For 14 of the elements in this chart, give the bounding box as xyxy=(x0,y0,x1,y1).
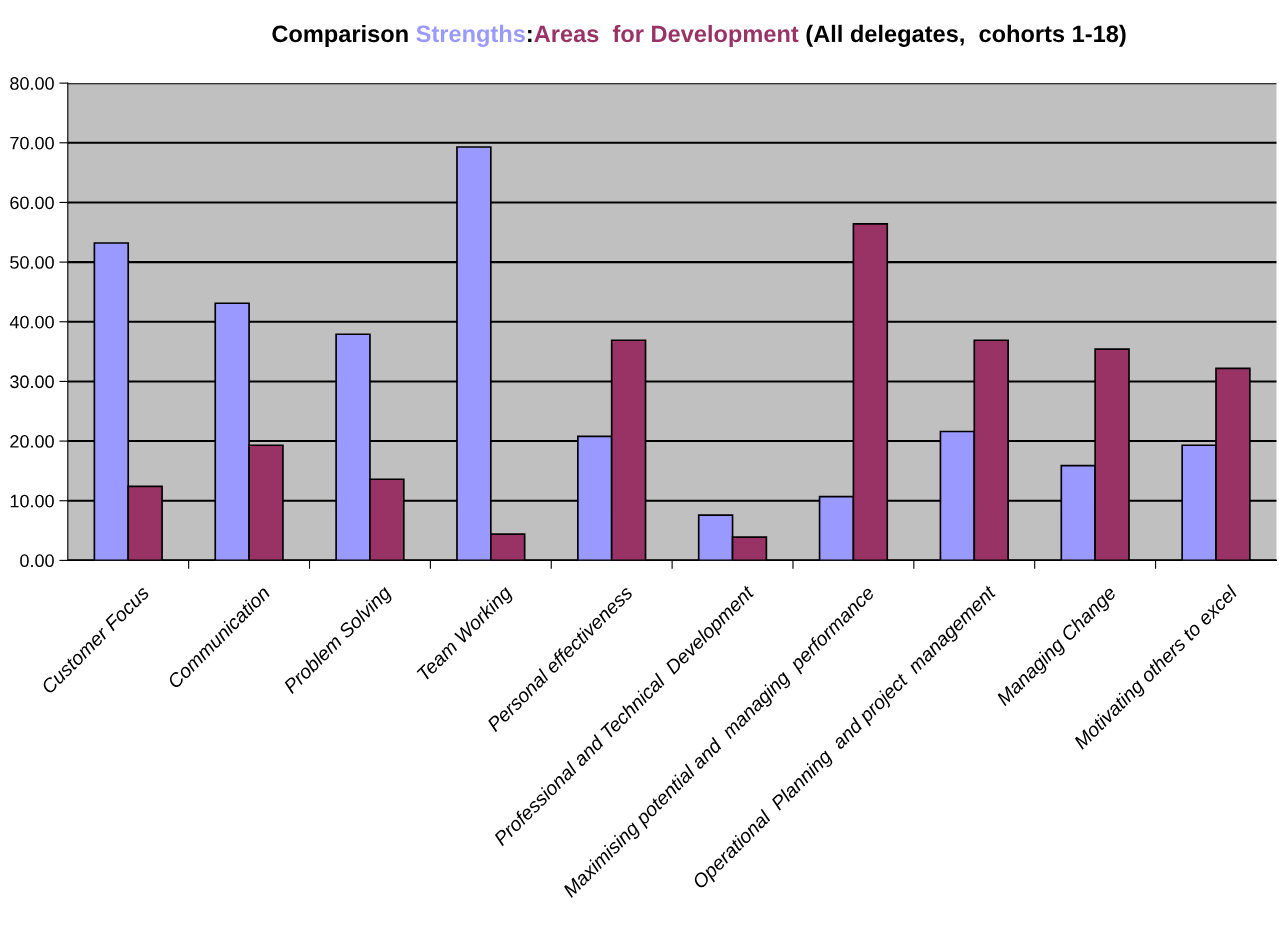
y-tick-label: 20.00 xyxy=(10,435,54,448)
text: Areas for Development xyxy=(534,24,799,47)
text: Strengths xyxy=(416,24,525,47)
chart-subtitle: (All delegates, cohorts 1-18) xyxy=(806,24,1126,47)
y-tick-label: 40.00 xyxy=(9,315,54,329)
y-tick-label: 70.00 xyxy=(10,136,54,150)
chart-title: Comparison xyxy=(272,24,408,47)
y-tick-label: 10.00 xyxy=(10,494,54,508)
text: : xyxy=(528,30,532,43)
y-tick-label: 30.00 xyxy=(10,375,54,389)
y-tick-label: 60.00 xyxy=(10,196,54,210)
y-tick-label: 80.00 xyxy=(10,77,54,90)
y-tick-label: 0.00 xyxy=(20,554,54,568)
y-tick-label: 50.00 xyxy=(10,256,54,269)
